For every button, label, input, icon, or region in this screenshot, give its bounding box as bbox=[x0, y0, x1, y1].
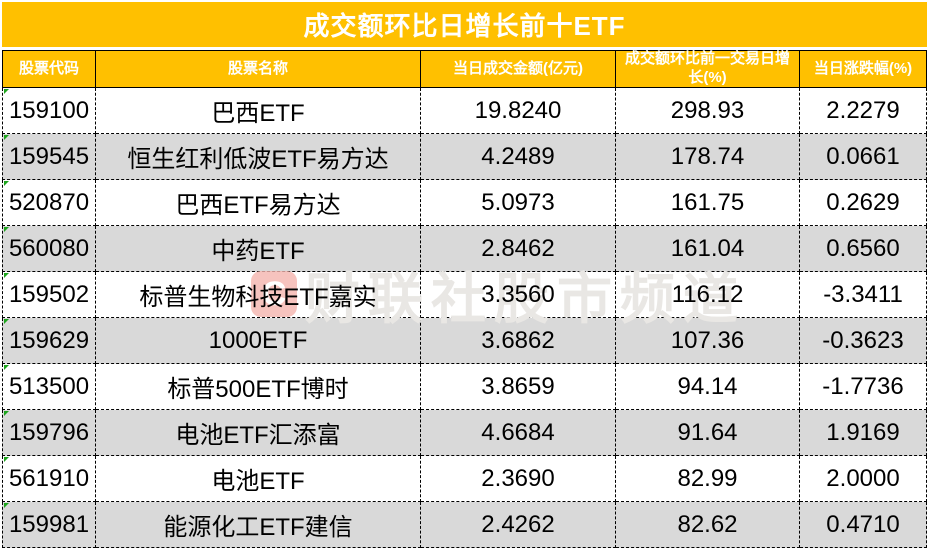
turnover-cell: 2.3690 bbox=[421, 456, 616, 502]
turnover-cell: 3.8659 bbox=[421, 364, 616, 410]
turnover-cell: 2.4262 bbox=[421, 502, 616, 548]
stock-code-cell: 561910 bbox=[2, 456, 96, 502]
change-pct-cell: 0.0661 bbox=[800, 134, 927, 180]
excel-flag-triangle-icon bbox=[4, 181, 9, 186]
table-row: 159981 能源化工ETF建信 2.4262 82.62 0.4710 bbox=[2, 502, 927, 548]
stock-code-cell: 159100 bbox=[2, 88, 96, 134]
table-row: 159502 标普生物科技ETF嘉实 3.3560 116.12 -3.3411 bbox=[2, 272, 927, 318]
stock-name-cell: 能源化工ETF建信 bbox=[96, 502, 421, 548]
column-header-stock-code: 股票代码 bbox=[3, 51, 96, 87]
turnover-cell: 3.3560 bbox=[421, 272, 616, 318]
change-pct-cell: -0.3623 bbox=[800, 318, 927, 364]
table-title: 成交额环比日增长前十ETF bbox=[2, 2, 927, 47]
table-body: 159100 巴西ETF 19.8240 298.93 2.2279 15954… bbox=[2, 88, 927, 548]
growth-cell: 82.62 bbox=[616, 502, 800, 548]
stock-name-cell: 恒生红利低波ETF易方达 bbox=[96, 134, 421, 180]
growth-cell: 82.99 bbox=[616, 456, 800, 502]
column-header-turnover: 当日成交金额(亿元) bbox=[421, 51, 616, 87]
column-header-stock-name: 股票名称 bbox=[96, 51, 421, 87]
stock-code-cell: 159502 bbox=[2, 272, 96, 318]
growth-cell: 298.93 bbox=[616, 88, 800, 134]
column-header-growth: 成交额环比前一交易日增长(%) bbox=[616, 50, 800, 87]
table-row: 520870 巴西ETF易方达 5.0973 161.75 0.2629 bbox=[2, 180, 927, 226]
change-pct-cell: 2.0000 bbox=[800, 456, 927, 502]
stock-code-cell: 159981 bbox=[2, 502, 96, 548]
stock-name-cell: 巴西ETF易方达 bbox=[96, 180, 421, 226]
growth-cell: 91.64 bbox=[616, 410, 800, 456]
excel-flag-triangle-icon bbox=[4, 227, 9, 232]
turnover-cell: 19.8240 bbox=[421, 88, 616, 134]
change-pct-cell: -1.7736 bbox=[800, 364, 927, 410]
table-row: 513500 标普500ETF博时 3.8659 94.14 -1.7736 bbox=[2, 364, 927, 410]
column-header-change-pct: 当日涨跌幅(%) bbox=[813, 59, 913, 77]
growth-cell: 178.74 bbox=[616, 134, 800, 180]
stock-name-cell: 标普生物科技ETF嘉实 bbox=[96, 272, 421, 318]
growth-cell: 161.75 bbox=[616, 180, 800, 226]
stock-name-cell: 1000ETF bbox=[96, 318, 421, 364]
stock-code-cell: 159545 bbox=[2, 134, 96, 180]
stock-name-cell: 巴西ETF bbox=[96, 88, 421, 134]
turnover-cell: 4.6684 bbox=[421, 410, 616, 456]
table-header-row: 股票代码 股票名称 当日成交金额(亿元) 成交额环比前一交易日增长(%) 当日涨… bbox=[2, 50, 927, 88]
stock-code-cell: 520870 bbox=[2, 180, 96, 226]
excel-flag-triangle-icon bbox=[4, 411, 9, 416]
excel-flag-triangle-icon bbox=[4, 135, 9, 140]
change-pct-cell: 0.4710 bbox=[800, 502, 927, 548]
excel-flag-triangle-icon bbox=[4, 319, 9, 324]
turnover-cell: 4.2489 bbox=[421, 134, 616, 180]
table-row: 561910 电池ETF 2.3690 82.99 2.0000 bbox=[2, 456, 927, 502]
stock-name-cell: 标普500ETF博时 bbox=[96, 364, 421, 410]
stock-name-cell: 中药ETF bbox=[96, 226, 421, 272]
growth-cell: 107.36 bbox=[616, 318, 800, 364]
stock-code-cell: 159629 bbox=[2, 318, 96, 364]
turnover-cell: 3.6862 bbox=[421, 318, 616, 364]
excel-flag-triangle-icon bbox=[4, 273, 9, 278]
stock-code-cell: 513500 bbox=[2, 364, 96, 410]
change-pct-cell: 0.6560 bbox=[800, 226, 927, 272]
table-row: 159629 1000ETF 3.6862 107.36 -0.3623 bbox=[2, 318, 927, 364]
change-pct-cell: 1.9169 bbox=[800, 410, 927, 456]
stock-name-cell: 电池ETF汇添富 bbox=[96, 410, 421, 456]
table-row: 159100 巴西ETF 19.8240 298.93 2.2279 bbox=[2, 88, 927, 134]
turnover-cell: 5.0973 bbox=[421, 180, 616, 226]
growth-cell: 161.04 bbox=[616, 226, 800, 272]
change-pct-cell: 0.2629 bbox=[800, 180, 927, 226]
change-pct-cell: 2.2279 bbox=[800, 88, 927, 134]
growth-cell: 94.14 bbox=[616, 364, 800, 410]
stock-name-cell: 电池ETF bbox=[96, 456, 421, 502]
stock-code-cell: 560080 bbox=[2, 226, 96, 272]
table-row: 159796 电池ETF汇添富 4.6684 91.64 1.9169 bbox=[2, 410, 927, 456]
growth-cell: 116.12 bbox=[616, 272, 800, 318]
excel-flag-triangle-icon bbox=[4, 457, 9, 462]
excel-flag-triangle-icon bbox=[4, 89, 9, 94]
turnover-cell: 2.8462 bbox=[421, 226, 616, 272]
table-row: 560080 中药ETF 2.8462 161.04 0.6560 bbox=[2, 226, 927, 272]
excel-flag-triangle-icon bbox=[4, 503, 9, 508]
change-pct-cell: -3.3411 bbox=[800, 272, 927, 318]
stock-code-cell: 159796 bbox=[2, 410, 96, 456]
excel-flag-triangle-icon bbox=[4, 365, 9, 370]
table-row: 159545 恒生红利低波ETF易方达 4.2489 178.74 0.0661 bbox=[2, 134, 927, 180]
